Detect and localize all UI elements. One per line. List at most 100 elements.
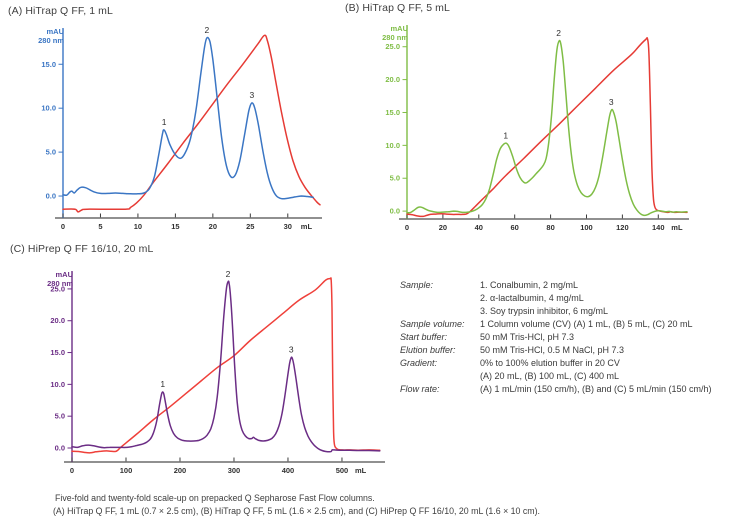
- x-tick-label: 30: [284, 222, 292, 231]
- x-tick-label: 40: [475, 223, 483, 232]
- condition-values: 50 mM Tris-HCl, pH 7.3: [480, 331, 736, 344]
- chart-b-title: (B) HiTrap Q FF, 5 mL: [345, 2, 450, 14]
- peak-label-2: 2: [226, 269, 231, 279]
- uv-trace: [62, 36, 315, 200]
- y-tick-label: 10.0: [385, 141, 400, 150]
- x-unit-label: mL: [301, 222, 313, 231]
- y-tick-label: 15.0: [50, 348, 65, 357]
- peak-label-2: 2: [556, 28, 561, 38]
- x-tick-label: 400: [282, 466, 295, 475]
- condition-row: Gradient: 0% to 100% elution buffer in 20…: [400, 357, 736, 383]
- y-axis-unit-line1: mAU: [55, 270, 73, 279]
- x-tick-label: 0: [70, 466, 74, 475]
- peak-label-3: 3: [609, 97, 614, 107]
- gradient-trace: [62, 34, 321, 213]
- peak-label-3: 3: [289, 345, 294, 355]
- condition-row: Sample volume: 1 Column volume (CV) (A) 1…: [400, 318, 736, 331]
- peak-label-1: 1: [503, 130, 508, 140]
- condition-row: Flow rate: (A) 1 mL/min (150 cm/h), (B) a…: [400, 383, 736, 396]
- x-tick-label: 0: [61, 222, 65, 231]
- y-tick-label: 10.0: [41, 104, 56, 113]
- condition-row: Sample: 1. Conalbumin, 2 mg/mL 2. α-lactal…: [400, 279, 736, 318]
- uv-trace: [406, 39, 688, 217]
- condition-value-line: 0% to 100% elution buffer in 20 CV: [480, 358, 620, 368]
- condition-value-line: 50 mM Tris-HCl, 0.5 M NaCl, pH 7.3: [480, 345, 625, 355]
- chart-b-plot: 0 20 40 60 80 100 120 140 mL 0.0 5.0 10.0 15.0 20.0 25…: [350, 20, 736, 234]
- gradient-trace: [71, 277, 381, 454]
- gradient-trace: [406, 36, 688, 218]
- x-tick-label: 20: [209, 222, 217, 231]
- x-tick-label: 20: [439, 223, 447, 232]
- y-tick-label: 5.0: [46, 148, 56, 157]
- run-conditions: Sample: 1. Conalbumin, 2 mg/mL 2. α-lactal…: [400, 279, 736, 396]
- condition-value-line: 1. Conalbumin, 2 mg/mL: [480, 280, 579, 290]
- condition-values: (A) 1 mL/min (150 cm/h), (B) and (C) 5 m…: [480, 383, 736, 396]
- condition-value-line: 2. α-lactalbumin, 4 mg/mL: [480, 293, 584, 303]
- condition-label: Gradient:: [400, 358, 438, 368]
- x-tick-label: 15: [171, 222, 179, 231]
- figure-caption: Five-fold and twenty-fold scale-up on pr…: [53, 492, 723, 517]
- y-axis-unit-line2: 280 nm: [38, 36, 64, 45]
- condition-values: 0% to 100% elution buffer in 20 CV (A) 20…: [480, 357, 736, 383]
- chart-a-title: (A) HiTrap Q FF, 1 mL: [8, 5, 113, 17]
- condition-label: Elution buffer:: [400, 345, 456, 355]
- y-tick-label: 0.0: [390, 207, 400, 216]
- x-tick-label: 100: [120, 466, 133, 475]
- condition-label: Sample:: [400, 280, 434, 290]
- x-unit-label: mL: [355, 466, 367, 475]
- y-axis-unit-line1: mAU: [390, 24, 408, 33]
- chart-c-svg: 0 100 200 300 400 500 mL 0.0 5.0 10.0 15.0 20.0 25.0…: [47, 269, 385, 475]
- x-unit-label: mL: [671, 223, 683, 232]
- y-tick-label: 0.0: [46, 192, 56, 201]
- peak-label-2: 2: [204, 25, 209, 35]
- condition-values: 1 Column volume (CV) (A) 1 mL, (B) 5 mL,…: [480, 318, 736, 331]
- conditions-rows: Sample: 1. Conalbumin, 2 mg/mL 2. α-lactal…: [400, 279, 736, 396]
- y-tick-label: 20.0: [385, 75, 400, 84]
- caption-line-2: (A) HiTrap Q FF, 1 mL (0.7 × 2.5 cm), (B…: [53, 505, 540, 516]
- condition-value-line: (A) 20 mL, (B) 100 mL, (C) 400 mL: [480, 371, 620, 381]
- y-axis-unit-line1: mAU: [46, 27, 64, 36]
- condition-row: Elution buffer: 50 mM Tris-HCl, 0.5 M NaC…: [400, 344, 736, 357]
- condition-label: Flow rate:: [400, 384, 440, 394]
- condition-value-line: 1 Column volume (CV) (A) 1 mL, (B) 5 mL,…: [480, 319, 693, 329]
- condition-row: Start buffer: 50 mM Tris-HCl, pH 7.3: [400, 331, 736, 344]
- x-tick-label: 200: [174, 466, 187, 475]
- chart-b-svg: 0 20 40 60 80 100 120 140 mL 0.0 5.0 10.0 15.0 20.0 25…: [382, 24, 689, 232]
- x-tick-label: 60: [511, 223, 519, 232]
- x-tick-label: 0: [405, 223, 409, 232]
- chart-c-plot: 0 100 200 300 400 500 mL 0.0 5.0 10.0 15.0 20.0 25.0…: [18, 260, 400, 480]
- condition-value-line: 3. Soy trypsin inhibitor, 6 mg/mL: [480, 306, 609, 316]
- y-tick-label: 10.0: [50, 380, 65, 389]
- y-tick-label: 15.0: [385, 108, 400, 117]
- y-axis-unit-line2: 280 nm: [382, 33, 408, 42]
- x-tick-label: 100: [580, 223, 593, 232]
- x-tick-label: 120: [616, 223, 629, 232]
- condition-label: Start buffer:: [400, 332, 448, 342]
- peak-label-1: 1: [162, 117, 167, 127]
- x-tick-label: 25: [246, 222, 254, 231]
- y-axis-unit-line2: 280 nm: [47, 279, 73, 288]
- x-tick-label: 300: [228, 466, 241, 475]
- condition-label: Sample volume:: [400, 319, 465, 329]
- x-tick-label: 5: [98, 222, 102, 231]
- y-tick-label: 25.0: [50, 284, 65, 293]
- y-tick-label: 5.0: [390, 174, 400, 183]
- x-tick-label: 10: [134, 222, 142, 231]
- chart-c-title: (C) HiPrep Q FF 16/10, 20 mL: [10, 243, 154, 255]
- condition-value-line: 50 mM Tris-HCl, pH 7.3: [480, 332, 575, 342]
- y-tick-label: 20.0: [50, 316, 65, 325]
- x-tick-label: 80: [546, 223, 554, 232]
- y-tick-label: 5.0: [55, 412, 65, 421]
- y-tick-label: 15.0: [41, 60, 56, 69]
- chart-a-plot: 0 5 10 15 20 25 30 mL 0.0 5.0 10.0 15.0 mAU 280 nm 1 2 3: [18, 24, 340, 236]
- condition-value-line: (A) 1 mL/min (150 cm/h), (B) and (C) 5 m…: [480, 384, 712, 394]
- uv-trace: [71, 280, 381, 453]
- y-tick-label: 0.0: [55, 444, 65, 453]
- x-tick-label: 140: [652, 223, 665, 232]
- peak-label-1: 1: [160, 379, 165, 389]
- y-tick-label: 25.0: [385, 42, 400, 51]
- condition-values: 50 mM Tris-HCl, 0.5 M NaCl, pH 7.3: [480, 344, 736, 357]
- caption-line-1: Five-fold and twenty-fold scale-up on pr…: [55, 493, 375, 503]
